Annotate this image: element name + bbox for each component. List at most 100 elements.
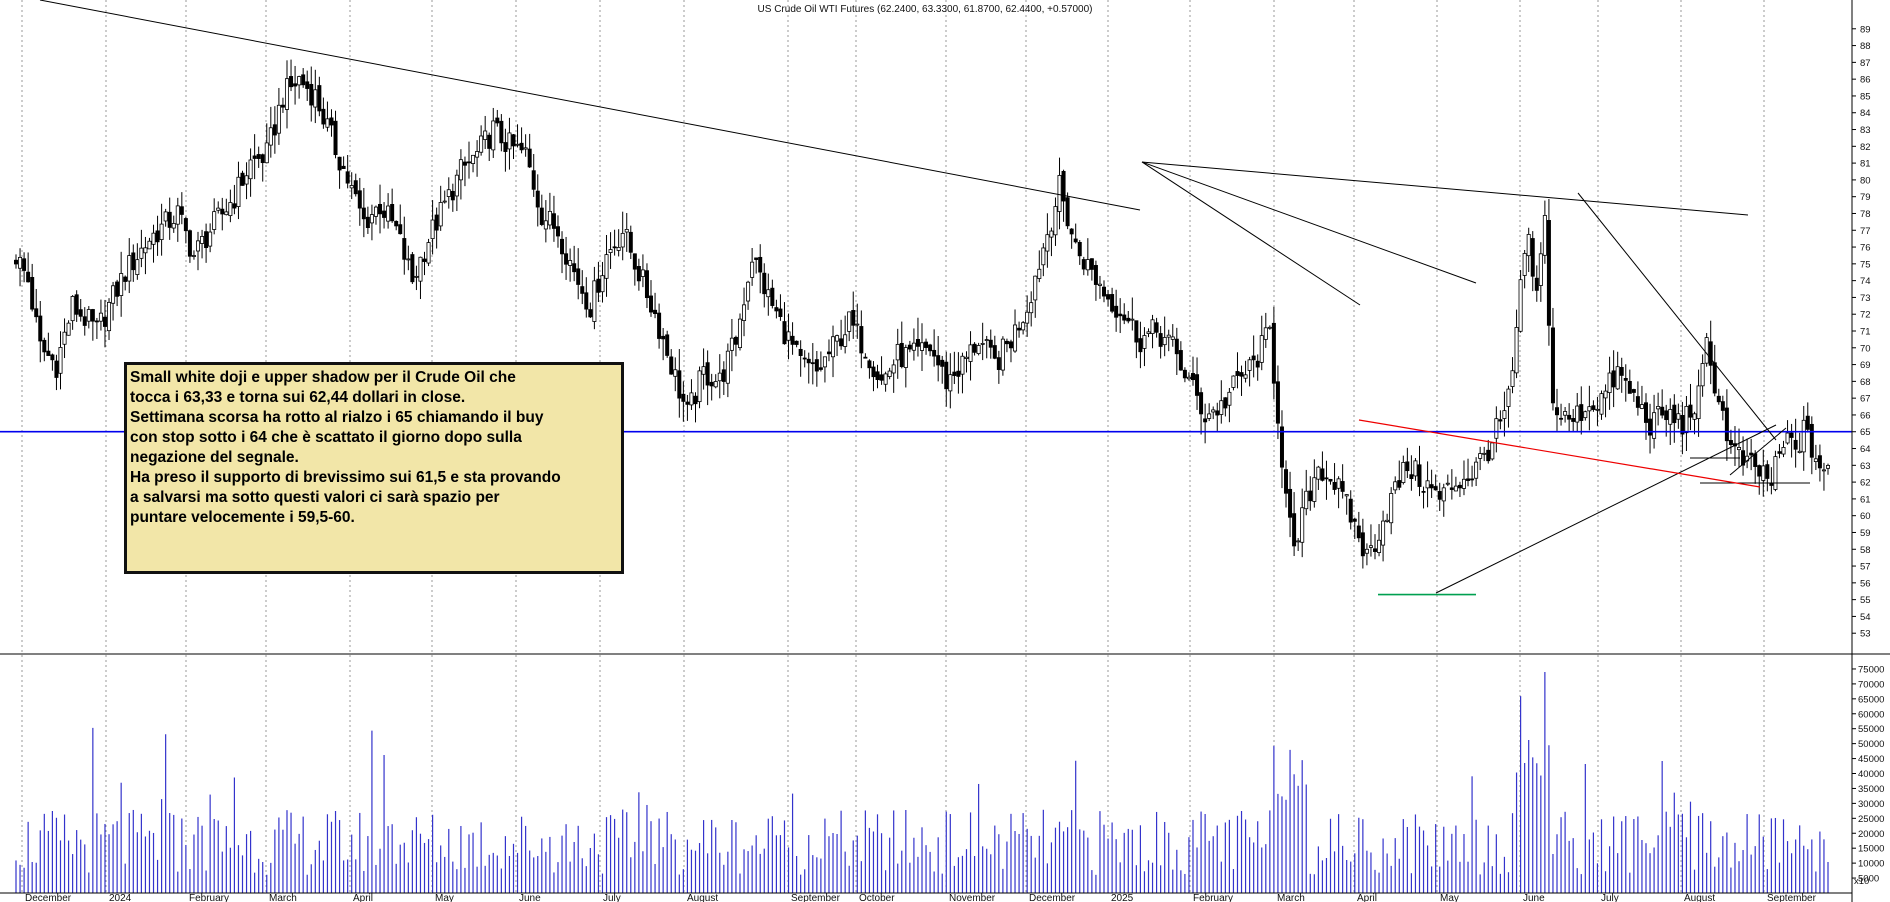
price-tick-label: 83 — [1860, 125, 1871, 136]
candle-body — [74, 294, 79, 315]
candle-body — [1421, 490, 1426, 493]
trend-line — [1577, 192, 1777, 441]
candle-body — [151, 232, 156, 245]
candle-body — [649, 295, 654, 313]
volume-tick-label: 70000 — [1858, 679, 1884, 690]
candle-body — [1785, 432, 1790, 444]
volume-tick-label: 25000 — [1858, 814, 1884, 825]
volume-tick-label: 50000 — [1858, 739, 1884, 750]
candle-body — [175, 205, 180, 225]
candle-body — [1688, 404, 1693, 418]
candle-body — [697, 370, 702, 403]
candle-body — [1263, 327, 1268, 340]
candle-body — [920, 342, 925, 351]
annotation-line: Small white doji e upper shadow per il C… — [130, 369, 516, 386]
candle-body — [1275, 381, 1280, 424]
candle-body — [34, 308, 39, 318]
candle-body — [1526, 234, 1531, 257]
candle-body — [1466, 478, 1471, 481]
candle-body — [1251, 355, 1256, 361]
candle-body — [1081, 259, 1086, 270]
candle-body — [499, 120, 504, 144]
candle-body — [604, 254, 609, 279]
candle-body — [434, 214, 439, 231]
candle-body — [560, 238, 565, 255]
candle-body — [438, 202, 443, 227]
candle-body — [1741, 450, 1746, 466]
candle-body — [208, 231, 213, 247]
price-tick-label: 64 — [1860, 444, 1871, 455]
candle-body — [996, 357, 1001, 370]
candle-body — [1364, 548, 1369, 554]
candle-body — [487, 134, 492, 149]
candle-body — [1368, 545, 1373, 548]
candle-body — [1668, 409, 1673, 425]
candle-body — [430, 219, 435, 240]
candle-body — [1490, 442, 1495, 460]
price-tick-label: 89 — [1860, 24, 1871, 35]
candle-body — [1817, 455, 1822, 469]
candle-body — [1130, 318, 1135, 321]
candle-body — [200, 236, 205, 244]
candle-body — [588, 309, 593, 318]
candle-body — [1405, 461, 1410, 472]
candle-body — [422, 258, 427, 262]
candle-body — [280, 104, 285, 108]
month-label: February — [189, 893, 229, 902]
candle-body — [1397, 480, 1402, 488]
candle-body — [30, 277, 35, 310]
candle-body — [1122, 314, 1127, 321]
candle-body — [507, 132, 512, 150]
candle-body — [523, 147, 528, 150]
candle-body — [895, 343, 900, 361]
candle-body — [1518, 279, 1523, 332]
candle-body — [972, 343, 977, 353]
candle-body — [491, 120, 496, 151]
candle-body — [426, 242, 431, 264]
candle-body — [1288, 488, 1293, 518]
candle-body — [547, 210, 552, 226]
candle-body — [418, 256, 423, 282]
month-label: April — [1357, 893, 1377, 902]
volume-tick-label: 75000 — [1858, 664, 1884, 675]
trend-line — [1141, 161, 1749, 216]
candle-body — [944, 361, 949, 390]
annotation-line: negazione del segnale. — [130, 449, 299, 466]
candle-body — [107, 301, 112, 332]
volume-tick-label: 40000 — [1858, 769, 1884, 780]
candle-body — [705, 362, 710, 386]
candle-body — [543, 220, 548, 230]
candle-body — [1461, 478, 1466, 489]
annotation-box: Small white doji e upper shadow per il C… — [124, 362, 624, 574]
candle-body — [685, 401, 690, 405]
candle-body — [1801, 419, 1806, 453]
candle-body — [220, 208, 225, 215]
price-tick-label: 84 — [1860, 108, 1871, 119]
candle-body — [78, 309, 83, 317]
candle-body — [701, 366, 706, 375]
candle-body — [1344, 494, 1349, 497]
candle-body — [539, 207, 544, 225]
candle-body — [624, 229, 629, 233]
candle-body — [1478, 453, 1483, 459]
price-tick-label: 72 — [1860, 310, 1871, 321]
red-trend-line — [1358, 419, 1761, 488]
candle-body — [462, 161, 467, 166]
candle-body — [988, 339, 993, 348]
candle-body — [640, 269, 645, 277]
candle-body — [1211, 409, 1216, 413]
candle-body — [1639, 404, 1644, 409]
candle-body — [964, 356, 969, 359]
candle-body — [742, 304, 747, 321]
candle-body — [798, 348, 803, 356]
candle-body — [398, 224, 403, 235]
candle-body — [102, 316, 107, 327]
candle-body — [1332, 481, 1337, 490]
candle-body — [22, 258, 27, 271]
candle-body — [1186, 376, 1191, 380]
candle-body — [1312, 477, 1317, 502]
candle-body — [1304, 490, 1309, 510]
candle-body — [992, 345, 997, 359]
